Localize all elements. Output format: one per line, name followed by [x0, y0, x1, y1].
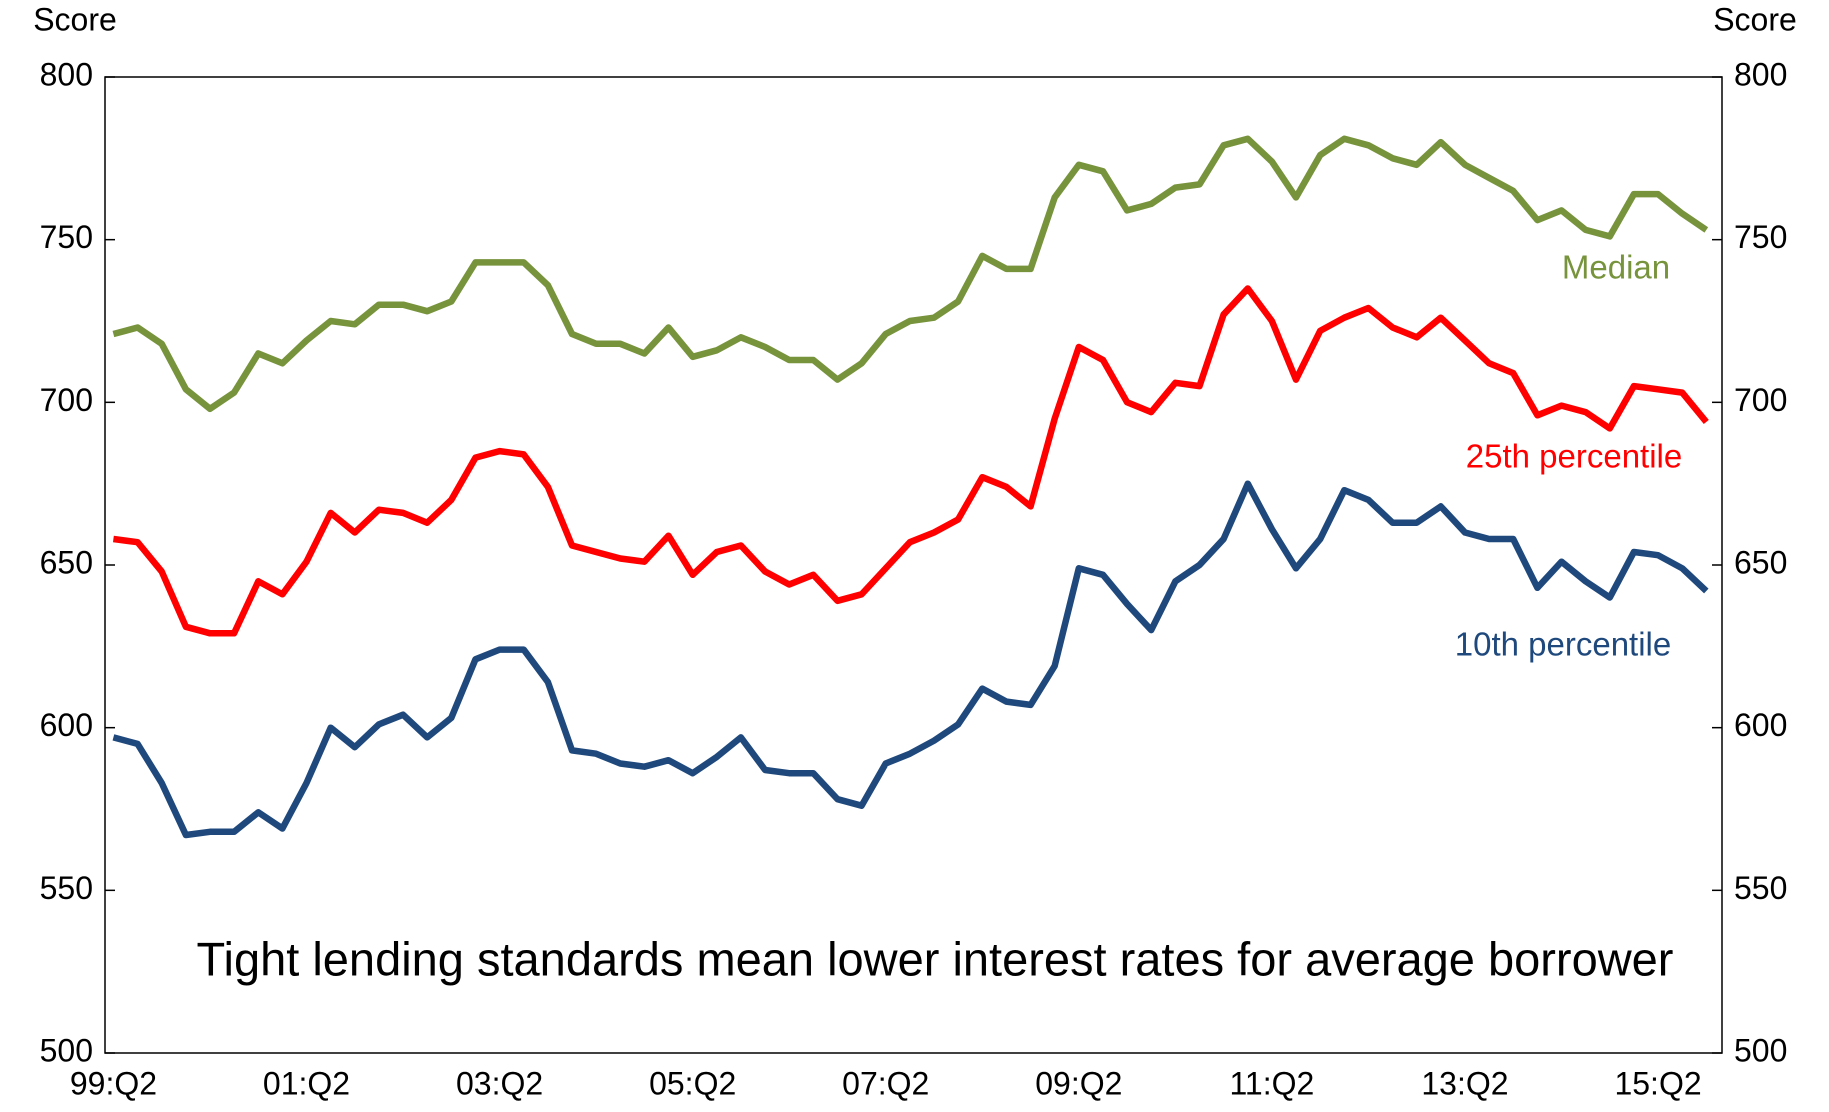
x-tick-label: 13:Q2: [1421, 1065, 1508, 1101]
y-tick-label: 700: [40, 382, 93, 418]
series-label: Median: [1562, 249, 1670, 286]
y-tick-label: 750: [40, 219, 93, 255]
series-label: 25th percentile: [1466, 438, 1682, 475]
y2-tick-label: 800: [1734, 56, 1787, 92]
y2-tick-label: 750: [1734, 219, 1787, 255]
y2-tick-label: 600: [1734, 707, 1787, 743]
series-line: [112, 480, 1709, 839]
x-tick-label: 01:Q2: [263, 1065, 350, 1101]
y-axis-label: Score: [33, 1, 117, 37]
x-tick-label: 03:Q2: [456, 1065, 543, 1101]
x-tick-label: 05:Q2: [649, 1065, 736, 1101]
y-tick-label: 650: [40, 544, 93, 580]
plot-frame: [104, 76, 1723, 1054]
y2-tick-label: 650: [1734, 544, 1787, 580]
series-line: [112, 135, 1709, 413]
x-tick-label: 99:Q2: [70, 1065, 157, 1101]
y-tick-label: 800: [40, 56, 93, 92]
y2-axis-label: Score: [1713, 1, 1797, 37]
x-tick-label: 09:Q2: [1035, 1065, 1122, 1101]
x-tick-label: 07:Q2: [842, 1065, 929, 1101]
y2-tick-label: 500: [1734, 1032, 1787, 1068]
series-line: [112, 285, 1709, 637]
series-label: 10th percentile: [1455, 626, 1671, 663]
x-tick-label: 11:Q2: [1229, 1065, 1314, 1101]
annotation: Tight lending standards mean lower inter…: [197, 932, 1674, 985]
y2-tick-label: 550: [1734, 870, 1787, 906]
x-tick-label: 15:Q2: [1614, 1065, 1701, 1101]
y2-tick-label: 700: [1734, 382, 1787, 418]
y-tick-label: 550: [40, 870, 93, 906]
y-tick-label: 500: [40, 1032, 93, 1068]
y-tick-label: 600: [40, 707, 93, 743]
